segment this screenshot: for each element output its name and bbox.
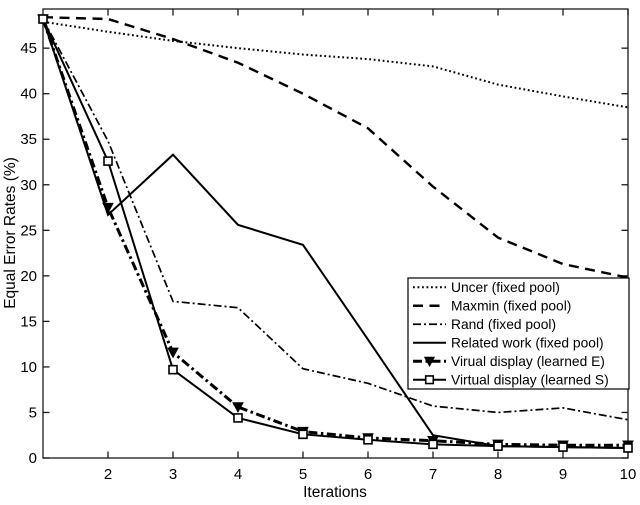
legend-entry: Maxmin (fixed pool) bbox=[413, 299, 571, 314]
legend-entry: Uncer (fixed pool) bbox=[413, 280, 560, 295]
triangle-down-marker bbox=[102, 202, 114, 214]
square-marker bbox=[623, 443, 633, 453]
x-tick-label: 10 bbox=[620, 466, 637, 483]
legend-label: Uncer (fixed pool) bbox=[451, 280, 560, 295]
y-axis-title: Equal Error Rates (%) bbox=[2, 157, 19, 309]
y-tick-label: 5 bbox=[29, 404, 37, 421]
y-tick-label: 30 bbox=[20, 177, 37, 194]
square-marker bbox=[38, 14, 48, 24]
x-tick-label: 4 bbox=[234, 466, 242, 483]
series-line bbox=[42, 18, 629, 449]
legend-label: Virtual display (learned S) bbox=[451, 373, 609, 388]
legend-box bbox=[407, 277, 630, 390]
series-5 bbox=[38, 14, 633, 453]
square-marker bbox=[363, 434, 373, 445]
legend-entry: Rand (fixed pool) bbox=[413, 317, 556, 332]
series-2 bbox=[42, 18, 629, 421]
square-marker bbox=[103, 156, 113, 166]
series-line bbox=[42, 20, 629, 109]
legend: Uncer (fixed pool) Maxmin (fixed pool) Ran… bbox=[407, 277, 630, 390]
y-tick-label: 15 bbox=[20, 313, 37, 330]
x-tick-label: 2 bbox=[104, 466, 112, 483]
legend-label: Virual display (learned E) bbox=[451, 354, 605, 369]
legend-entry: Related work (fixed pool) bbox=[413, 336, 604, 351]
y-tick-label: 40 bbox=[20, 86, 37, 103]
x-tick-label: 6 bbox=[364, 466, 372, 483]
legend-label: Rand (fixed pool) bbox=[451, 317, 556, 332]
x-tick-label: 3 bbox=[169, 466, 177, 483]
triangle-down-marker bbox=[232, 402, 244, 414]
triangle-down-marker bbox=[167, 347, 179, 359]
y-tick-label: 25 bbox=[20, 222, 37, 239]
square-marker bbox=[298, 429, 308, 440]
series-1 bbox=[42, 15, 629, 279]
square-marker bbox=[424, 375, 435, 385]
x-tick-label: 8 bbox=[494, 466, 502, 483]
legend-label: Maxmin (fixed pool) bbox=[451, 299, 571, 314]
legend-entry: Virual display (learned E) bbox=[413, 354, 605, 369]
x-tick-label: 7 bbox=[429, 466, 437, 483]
legend-label: Related work (fixed pool) bbox=[451, 336, 604, 351]
x-tick-label: 5 bbox=[299, 466, 307, 483]
y-tick-label: 45 bbox=[20, 40, 37, 57]
legend-entry: Virtual display (learned S) bbox=[413, 373, 609, 388]
triangle-down-marker bbox=[423, 356, 436, 368]
x-tick-label: 9 bbox=[559, 466, 567, 483]
y-tick-label: 35 bbox=[20, 131, 37, 148]
square-marker bbox=[493, 441, 503, 451]
y-tick-label: 10 bbox=[20, 359, 37, 376]
square-marker bbox=[428, 439, 438, 450]
y-tick-label: 20 bbox=[20, 268, 37, 285]
series-line bbox=[41, 18, 628, 447]
square-marker bbox=[233, 413, 243, 423]
x-axis-title: Iterations bbox=[303, 484, 367, 501]
axes-frame bbox=[42, 8, 629, 459]
series-line bbox=[42, 15, 629, 279]
y-tick-label: 0 bbox=[29, 450, 37, 467]
square-marker bbox=[168, 364, 178, 375]
series-0 bbox=[42, 20, 629, 109]
series-line bbox=[42, 18, 629, 421]
square-marker bbox=[558, 442, 568, 452]
